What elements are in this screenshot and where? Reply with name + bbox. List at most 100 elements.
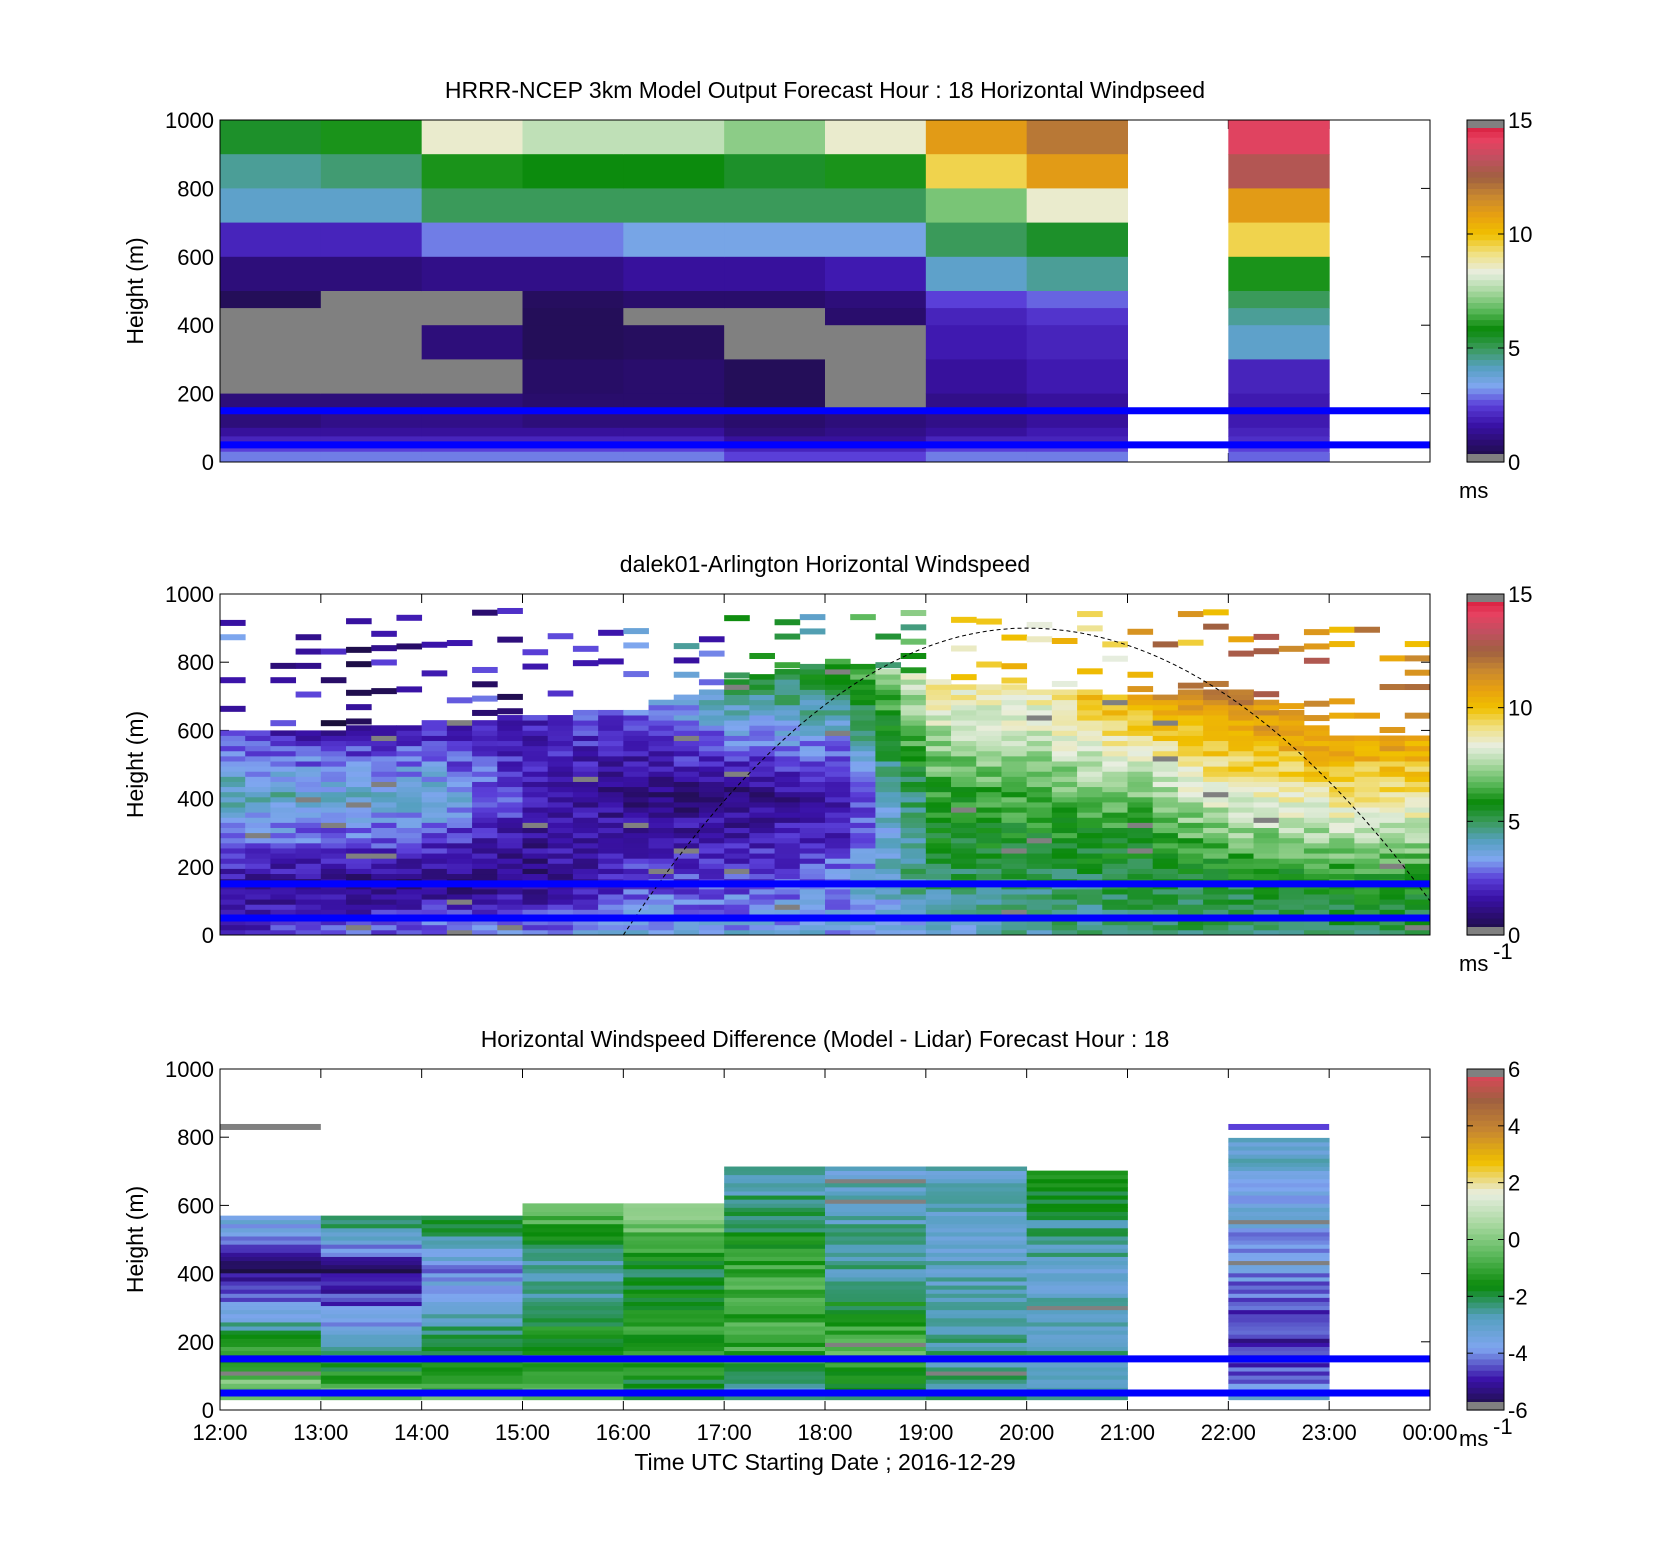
heatmap-cell [220,436,322,446]
heatmap-cell [1278,645,1305,652]
heatmap-cell [346,919,372,926]
heatmap-cell [1404,894,1431,900]
heatmap-cell [220,802,246,808]
heatmap-cell [1051,680,1078,687]
heatmap-cell [900,725,927,731]
heatmap-cell [1203,725,1229,731]
heatmap-cell [522,1223,624,1229]
heatmap-cell [925,1383,1028,1388]
heatmap-cell [472,740,498,747]
heatmap-cell [220,827,246,834]
heatmap-cell [1404,924,1431,931]
heatmap-cell [522,888,549,895]
heatmap-cell [1228,1305,1330,1311]
heatmap-cell [698,791,725,798]
colorbar-tick-label: 5 [1508,336,1520,361]
heatmap-cell [1077,899,1103,905]
heatmap-cell [295,929,322,936]
heatmap-cell [1177,771,1204,777]
heatmap-cell [673,755,700,762]
heatmap-cell [925,704,952,711]
heatmap-cell [1001,929,1028,936]
heatmap-cell [925,1395,1028,1401]
heatmap-cell [1253,745,1280,752]
heatmap-cell [421,427,523,437]
heatmap-cell [522,873,549,880]
heatmap-cell [698,786,725,793]
heatmap-cell [522,291,624,309]
heatmap-cell [1278,745,1305,752]
heatmap-cell [1026,1326,1128,1331]
heatmap-cell [850,669,876,675]
heatmap-cell [951,761,977,767]
heatmap-cell [749,853,775,859]
heatmap-cell [1026,1338,1128,1343]
colorbar-swatch [1467,211,1504,218]
heatmap-cell [799,919,826,926]
heatmap-cell [1228,1346,1330,1352]
heatmap-cell [724,1203,826,1208]
heatmap-cell [900,796,927,803]
heatmap-cell [799,863,826,869]
heatmap-cell [320,730,347,736]
heatmap-cell [1203,904,1229,910]
colorbar-swatch [1467,410,1504,417]
heatmap-cell [825,1285,927,1290]
heatmap-cell [371,853,397,859]
heatmap-cell [825,427,927,437]
heatmap-cell [396,686,423,693]
heatmap-cell [1026,325,1128,360]
heatmap-cell [421,832,448,839]
heatmap-cell [270,827,297,834]
heatmap-cell [749,929,775,936]
y-tick-label: 1000 [165,1057,214,1082]
heatmap-cell [497,766,523,772]
colorbar-unit-exponent: -1 [1493,939,1513,964]
heatmap-cell [774,909,801,915]
heatmap-cell [799,669,826,675]
heatmap-cell [623,1342,725,1347]
heatmap-cell [1253,715,1280,721]
heatmap-cell [1001,694,1028,701]
heatmap-cell [547,812,574,818]
heatmap-cell [320,817,347,823]
heatmap-cell [925,1301,1028,1307]
heatmap-cell [1303,812,1330,818]
heatmap-cell [1379,863,1406,869]
heatmap-cell [749,924,775,931]
heatmap-cell [925,802,952,808]
heatmap-cell [522,1260,624,1266]
heatmap-cell [1152,848,1179,854]
colorbar-swatch [1467,804,1504,811]
heatmap-cell [421,436,523,446]
heatmap-cell [799,674,826,680]
heatmap-cell [724,863,750,869]
y-tick-label: 600 [177,245,214,270]
heatmap-cell [421,761,448,767]
heatmap-cell [220,1256,322,1262]
heatmap-cell [1278,715,1305,721]
heatmap-cell [1152,817,1179,823]
heatmap-cell [598,725,624,731]
heatmap-cell [1354,924,1380,931]
heatmap-cell [1177,611,1204,618]
heatmap-cell [1001,904,1028,910]
heatmap-cell [522,436,624,446]
colorbar-swatch [1467,370,1504,378]
heatmap-cell [446,781,473,788]
heatmap-cell [547,858,574,864]
heatmap-cell [371,837,397,844]
heatmap-cell [875,786,902,793]
heatmap-cell [1077,761,1103,767]
heatmap-cell [1228,776,1254,782]
heatmap-cell [1051,755,1078,762]
heatmap-cell [825,730,851,736]
heatmap-cell [1026,154,1128,189]
heatmap-cell [648,888,675,895]
heatmap-cell [320,791,347,798]
heatmap-cell [396,919,423,926]
heatmap-cell [850,904,876,910]
heatmap-cell [951,715,977,721]
heatmap-cell [648,837,675,844]
